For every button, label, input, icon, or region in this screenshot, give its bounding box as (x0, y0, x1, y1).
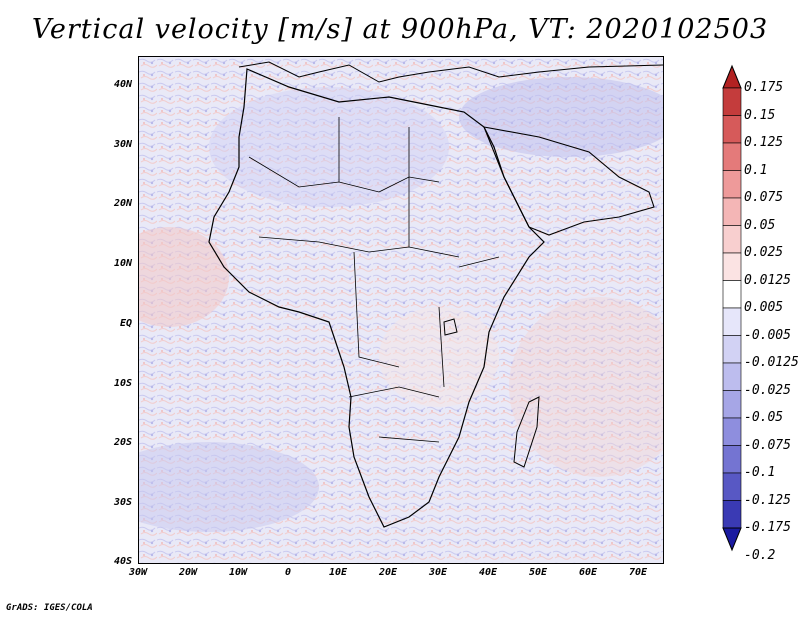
colorbar-level-label: 0.025 (744, 245, 784, 260)
colorbar-level-label: 0.05 (744, 217, 776, 233)
colorbar-level-label: -0.175 (744, 520, 791, 535)
colorbar-swatch (722, 500, 742, 529)
colorbar-swatch (722, 115, 742, 144)
lat-label: 20S (113, 437, 132, 448)
lon-label: 30W (128, 567, 148, 578)
colorbar-level-label: 0.175 (744, 80, 784, 95)
lat-label: 30N (113, 139, 132, 150)
colorbar-swatch (722, 197, 742, 226)
colorbar-level-label: 0.0125 (744, 272, 791, 288)
colorbar-level-label: -0.2 (744, 547, 776, 563)
lon-label: 70E (628, 567, 648, 578)
colorbar-swatch (722, 307, 742, 336)
lat-label: 20N (113, 198, 132, 209)
lat-label: 10N (113, 258, 132, 269)
lat-label: EQ (119, 318, 132, 329)
colorbar (722, 64, 742, 552)
colorbar-top-arrow (722, 64, 742, 89)
lon-label: 60E (578, 567, 598, 578)
lon-label: 10W (228, 567, 248, 578)
lat-label: 10S (113, 378, 132, 389)
colorbar-swatch (722, 417, 742, 446)
colorbar-swatch (722, 252, 742, 281)
lon-label: 20E (378, 567, 398, 578)
colorbar-swatch (722, 390, 742, 419)
colorbar-swatch (722, 225, 742, 254)
map-plot-area (138, 56, 664, 564)
lat-label: 40N (113, 79, 132, 90)
colorbar-swatch (722, 142, 742, 171)
africa-coastline (208, 68, 545, 528)
colorbar-level-label: 0.005 (744, 300, 784, 315)
colorbar-level-label: -0.05 (744, 410, 784, 425)
lake-victoria (443, 318, 458, 336)
arabia-coastline (483, 126, 655, 236)
colorbar-level-label: -0.005 (744, 327, 791, 343)
map-title: Vertical velocity [m/s] at 900hPa, VT: 2… (31, 14, 769, 45)
colorbar-level-label: -0.125 (744, 492, 791, 508)
colorbar-swatch (722, 280, 742, 309)
colorbar-level-label: 0.125 (744, 135, 784, 150)
lon-label: 40E (478, 567, 498, 578)
lon-label: 30E (428, 567, 448, 578)
lat-label: 30S (113, 497, 132, 508)
lon-label: 0 (284, 567, 292, 578)
lon-label: 50E (528, 567, 548, 578)
colorbar-level-label: -0.025 (744, 382, 791, 398)
colorbar-swatch (722, 472, 742, 501)
madagascar-coastline (513, 396, 540, 468)
colorbar-bottom-arrow (722, 527, 742, 552)
country-borders (248, 117, 500, 443)
colorbar-swatch (722, 445, 742, 474)
europe-coastline (238, 61, 663, 83)
colorbar-swatch (722, 170, 742, 199)
lat-label: 40S (113, 556, 132, 567)
vertical-velocity-field (139, 57, 663, 563)
colorbar-level-label: -0.1 (744, 465, 776, 480)
colorbar-swatch (722, 335, 742, 364)
colorbar-swatch (722, 362, 742, 391)
colorbar-swatch (722, 87, 742, 116)
colorbar-level-label: -0.0125 (744, 355, 799, 370)
lon-label: 10E (328, 567, 348, 578)
colorbar-level-label: 0.1 (744, 162, 768, 178)
colorbar-level-label: -0.075 (744, 437, 791, 453)
lon-label: 20W (178, 567, 198, 578)
colorbar-level-label: 0.15 (744, 107, 776, 123)
colorbar-level-label: 0.075 (744, 190, 784, 205)
footer-credit: GrADS: IGES/COLA (6, 603, 93, 613)
